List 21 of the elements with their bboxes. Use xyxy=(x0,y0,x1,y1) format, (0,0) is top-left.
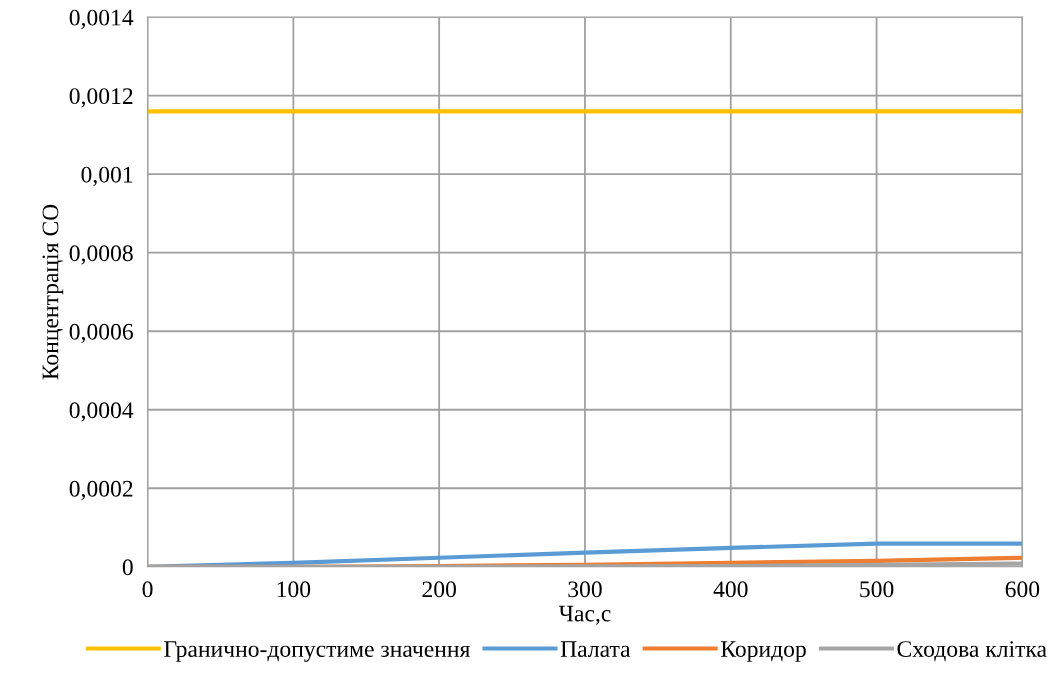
y-tick-label: 0,001 xyxy=(81,166,133,187)
x-tick-label: 600 xyxy=(1005,581,1040,598)
x-tick-label: 500 xyxy=(860,581,894,598)
x-tick-label: 100 xyxy=(277,581,311,598)
y-tick-label: 0,0014 xyxy=(69,9,134,29)
legend-label: Гранично-допустиме значення xyxy=(164,641,470,662)
x-tick-label: 0 xyxy=(142,581,153,598)
y-tick-label: 0 xyxy=(122,559,133,576)
y-tick-label: 0,0006 xyxy=(69,323,133,344)
y-tick-label: 0,0008 xyxy=(69,245,133,265)
y-axis-title: Концентрація CO xyxy=(42,204,64,380)
x-tick-label: 200 xyxy=(422,581,456,598)
legend-label: Палата xyxy=(560,641,631,657)
legend-label: Коридор xyxy=(721,641,806,662)
x-tick-label: 300 xyxy=(568,581,602,598)
legend-label: Сходова клітка xyxy=(897,641,1047,662)
x-axis-title: Час,с xyxy=(558,605,611,625)
y-tick-label: 0,0002 xyxy=(69,480,133,501)
y-tick-label: 0,0012 xyxy=(69,88,133,108)
x-tick-label: 400 xyxy=(713,581,748,598)
y-tick-label: 0,0004 xyxy=(69,402,134,422)
